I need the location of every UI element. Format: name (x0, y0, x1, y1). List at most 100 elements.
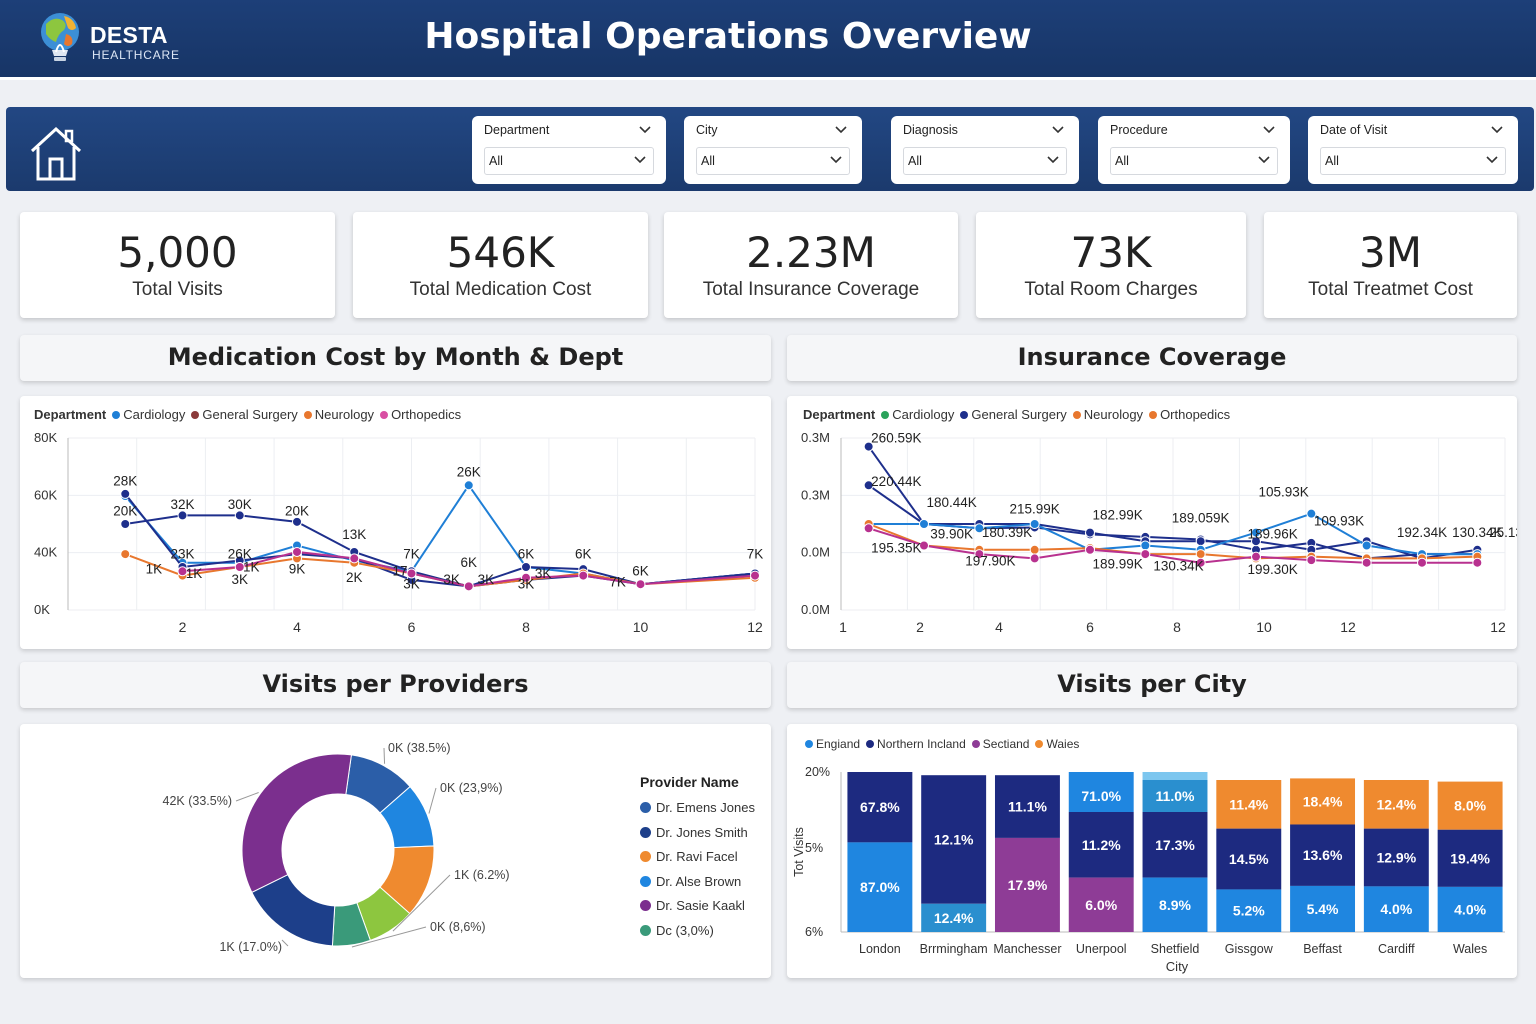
data-point[interactable] (1361, 557, 1372, 568)
bar-segment[interactable] (1142, 780, 1208, 812)
insurance-coverage-chart[interactable]: Department Cardiology General Surgery Neuro… (787, 396, 1517, 649)
data-point[interactable] (234, 510, 245, 521)
bar-segment[interactable] (1437, 829, 1503, 887)
filter-diagnosis-select[interactable]: All (903, 147, 1067, 175)
data-point[interactable] (1140, 549, 1151, 560)
bar-segment[interactable] (1437, 781, 1503, 830)
chevron-down-icon[interactable] (638, 123, 652, 137)
filter-department-select[interactable]: All (484, 147, 654, 175)
bar-segment[interactable] (921, 903, 987, 932)
data-point[interactable] (1195, 549, 1206, 560)
data-label: 197.90K (965, 553, 1015, 568)
bar-value-label: 67.8% (860, 799, 900, 815)
donut-slice[interactable] (241, 753, 352, 894)
home-icon[interactable] (26, 123, 86, 183)
kpi-value: 2.23M (746, 228, 876, 277)
chevron-down-icon[interactable] (829, 153, 843, 167)
y-tick-label: 0K (34, 602, 50, 617)
data-point[interactable] (1085, 527, 1095, 538)
data-point[interactable] (578, 570, 589, 581)
data-point[interactable] (177, 510, 188, 521)
data-point[interactable] (863, 523, 874, 534)
data-point[interactable] (1195, 536, 1206, 547)
bar-segment[interactable] (1216, 780, 1282, 829)
data-point[interactable] (1251, 527, 1261, 538)
filter-city-select[interactable]: All (696, 147, 850, 175)
data-label: 189.059K (1172, 510, 1230, 525)
chevron-down-icon[interactable] (1051, 123, 1065, 137)
visits-per-city-chart[interactable]: Engiand Northern Incland Sectiand Waies 20%… (787, 724, 1517, 978)
chevron-down-icon[interactable] (834, 123, 848, 137)
data-point[interactable] (750, 570, 760, 581)
data-label: 182.99K (1093, 508, 1143, 523)
data-point[interactable] (919, 519, 929, 529)
data-label: 2K (346, 570, 363, 585)
data-point[interactable] (1029, 544, 1040, 555)
chevron-down-icon[interactable] (1257, 153, 1271, 167)
data-point[interactable] (463, 480, 474, 491)
bar-segment[interactable] (1068, 772, 1134, 780)
bar-segment[interactable] (1068, 812, 1134, 878)
data-point[interactable] (292, 546, 302, 557)
data-point[interactable] (1306, 508, 1317, 519)
bar-segment[interactable] (1142, 772, 1208, 780)
data-point[interactable] (1029, 553, 1040, 564)
data-point[interactable] (1472, 557, 1483, 568)
data-point[interactable] (1417, 557, 1427, 568)
bar-segment[interactable] (1363, 780, 1429, 829)
chevron-down-icon[interactable] (1262, 123, 1276, 137)
bar-segment[interactable] (1290, 824, 1356, 886)
data-point[interactable] (177, 566, 188, 577)
bar-segment[interactable] (847, 842, 913, 932)
data-point[interactable] (1140, 540, 1151, 551)
data-point[interactable] (463, 581, 474, 592)
data-point[interactable] (120, 549, 131, 560)
data-point[interactable] (1195, 557, 1206, 568)
data-label: 32K (170, 497, 194, 512)
bar-segment[interactable] (994, 775, 1060, 838)
bar-segment[interactable] (1068, 877, 1134, 932)
data-point[interactable] (234, 562, 245, 572)
bar-segment[interactable] (1290, 778, 1356, 825)
bar-segment[interactable] (847, 772, 913, 843)
data-point[interactable] (863, 480, 874, 491)
chevron-down-icon[interactable] (1046, 153, 1060, 167)
chevron-down-icon[interactable] (1485, 153, 1499, 167)
chevron-down-icon[interactable] (633, 153, 647, 167)
data-point[interactable] (292, 516, 302, 527)
medication-cost-chart[interactable]: Department Cardiology General Surgery Neuro… (20, 396, 771, 649)
data-point[interactable] (635, 579, 646, 590)
data-point[interactable] (863, 441, 874, 452)
data-point[interactable] (974, 549, 985, 560)
data-point[interactable] (919, 540, 929, 551)
data-point[interactable] (1029, 519, 1040, 529)
bar-segment[interactable] (1437, 886, 1503, 932)
bar-value-label: 12.4% (934, 910, 974, 926)
bar-segment[interactable] (1142, 812, 1208, 878)
chevron-down-icon[interactable] (1490, 123, 1504, 137)
data-point[interactable] (1085, 544, 1095, 555)
filter-date-select[interactable]: All (1320, 147, 1506, 175)
bar-segment[interactable] (1216, 828, 1282, 890)
data-point[interactable] (349, 553, 360, 564)
bar-segment[interactable] (1290, 885, 1356, 932)
data-point[interactable] (521, 572, 531, 583)
data-point[interactable] (1306, 555, 1317, 566)
data-point[interactable] (1361, 540, 1372, 551)
data-point[interactable] (1251, 551, 1261, 562)
bar-segment[interactable] (1142, 877, 1208, 932)
data-point[interactable] (120, 488, 131, 499)
legend-dot (380, 411, 389, 419)
visits-per-providers-chart[interactable]: 0K (38.5%) 0K (23,9%) 1K (6.2%) 0K (8,6%) 42… (20, 724, 771, 978)
data-point[interactable] (120, 519, 131, 529)
bar-segment[interactable] (1216, 889, 1282, 932)
data-point[interactable] (521, 562, 531, 572)
data-point[interactable] (974, 523, 985, 534)
bar-segment[interactable] (1068, 780, 1134, 812)
bar-segment[interactable] (1363, 828, 1429, 887)
filter-procedure-select[interactable]: All (1110, 147, 1278, 175)
bar-segment[interactable] (1363, 886, 1429, 932)
data-point[interactable] (406, 568, 417, 579)
bar-segment[interactable] (921, 775, 987, 904)
bar-segment[interactable] (994, 837, 1060, 932)
